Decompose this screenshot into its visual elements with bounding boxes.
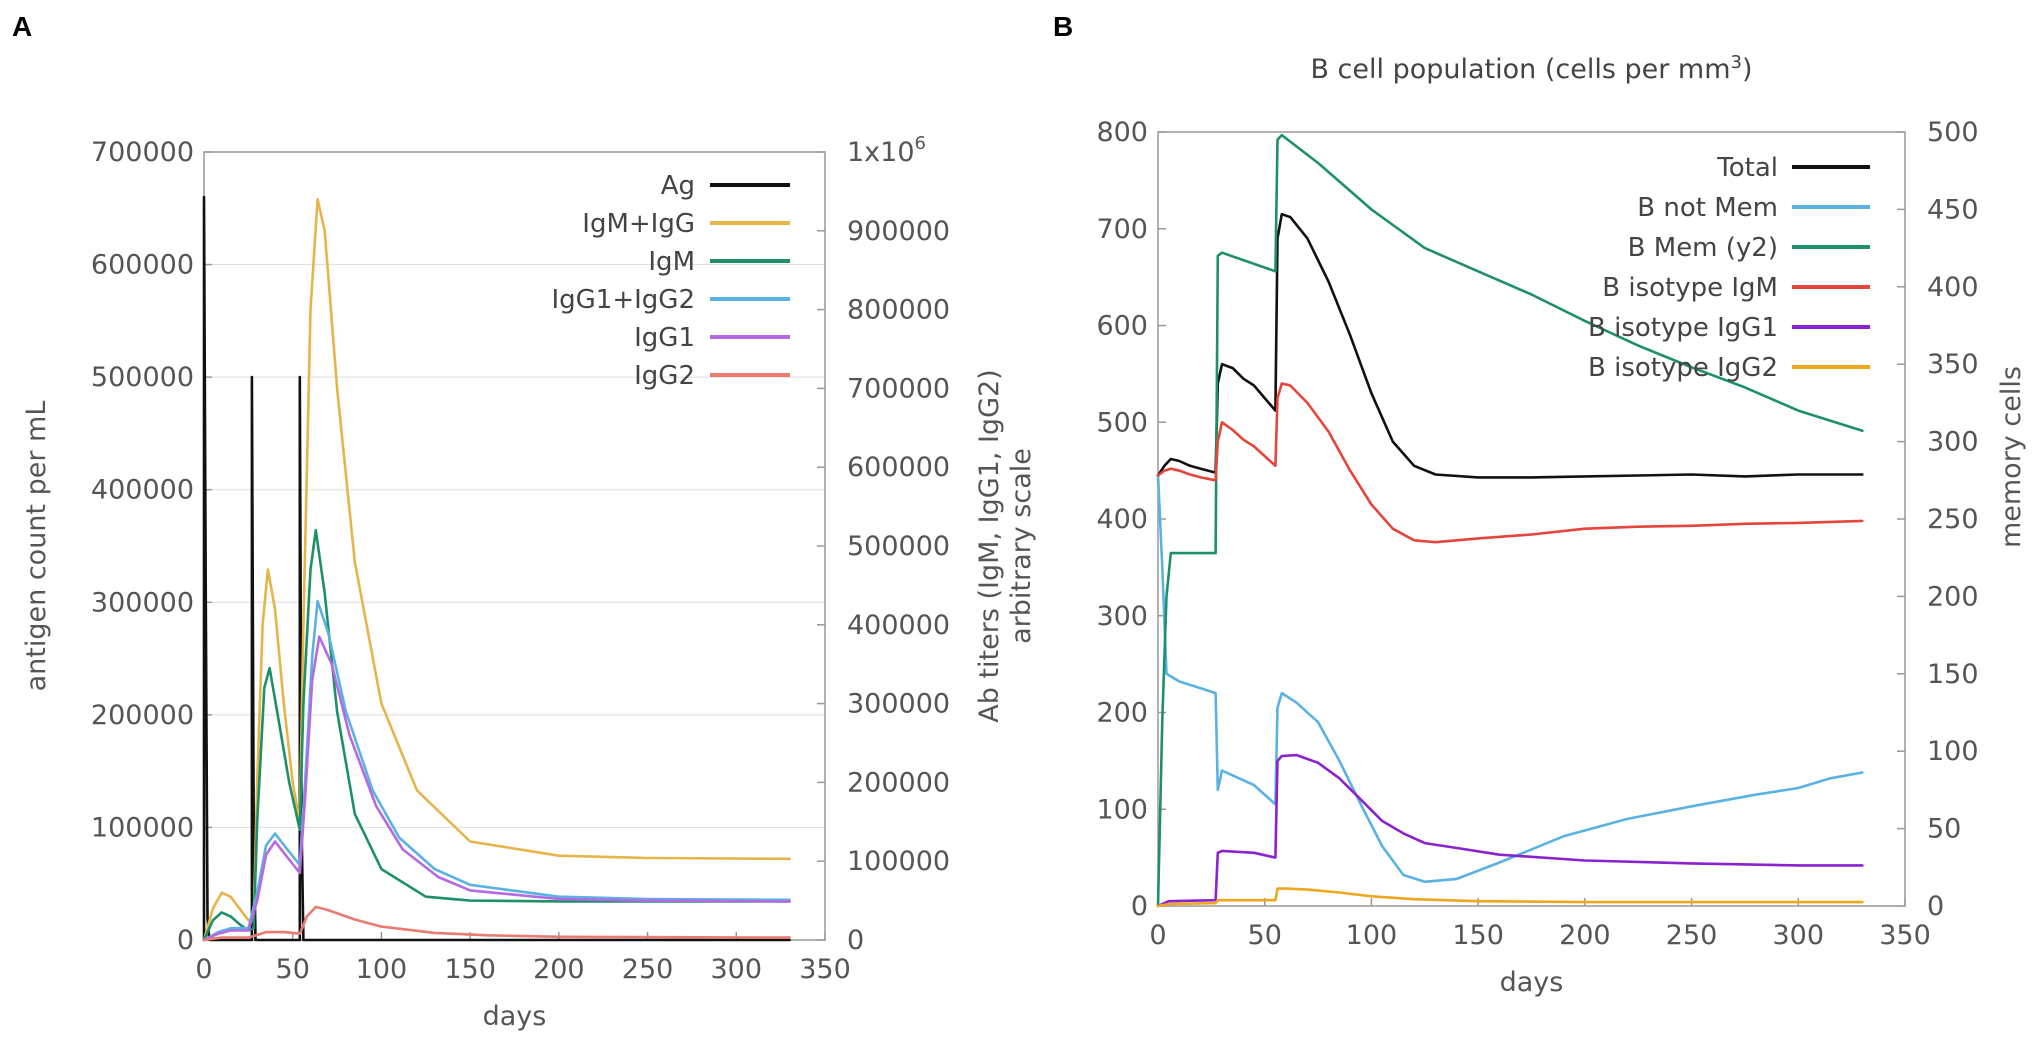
legend-label: B not Mem [1637, 193, 1778, 223]
x-tick-label: 150 [1452, 920, 1504, 951]
x-tick-label: 300 [711, 954, 763, 985]
legend-label: B isotype IgM [1602, 273, 1778, 303]
y2-tick-label: 150 [1927, 659, 1979, 690]
x-axis-label: days [483, 1001, 547, 1032]
y-tick-label: 200000 [91, 700, 194, 731]
x-tick-label: 100 [1346, 920, 1398, 951]
chart-title-superscript: 3 [1731, 52, 1742, 73]
y-tick-label: 700000 [91, 137, 194, 168]
legend-label: B isotype IgG1 [1588, 313, 1778, 343]
y-tick-label: 700 [1096, 214, 1148, 245]
y2-tick-label: 200000 [847, 767, 950, 798]
y2-tick-label: 600000 [847, 452, 950, 483]
y2-tick-label: 200 [1927, 581, 1979, 612]
x-tick-label: 0 [1149, 920, 1166, 951]
y2-tick-label: 100000 [847, 846, 950, 877]
y2-tick-label: 300 [1927, 427, 1979, 458]
y2-tick-label: 800000 [847, 295, 950, 326]
legend-label: B isotype IgG2 [1588, 353, 1778, 383]
y2-axis-label: Ab titers (IgM, IgG1, IgG2) [974, 369, 1005, 722]
y2-tick-label: 0 [1927, 891, 1944, 922]
y-tick-label: 300 [1096, 601, 1148, 632]
legend-label: B Mem (y2) [1628, 233, 1778, 263]
y2-tick-label: 50 [1927, 814, 1961, 845]
y-tick-label: 800 [1096, 117, 1148, 148]
y-tick-label: 400000 [91, 475, 194, 506]
y-tick-label: 300000 [91, 587, 194, 618]
y-tick-label: 0 [177, 925, 194, 956]
legend-label: IgM [648, 247, 695, 277]
y2-tick-label: 450 [1927, 194, 1979, 225]
series-line-total [1156, 212, 1864, 479]
y-tick-label: 400 [1096, 504, 1148, 535]
series-line-b-isotype-igm [1156, 382, 1864, 544]
x-tick-label: 50 [1248, 920, 1282, 951]
chart-b-cell-population: 0 50 100 150 200 250 300 3500100200300400500600… [1096, 52, 2027, 998]
x-tick-label: 200 [533, 954, 585, 985]
series-line-b-isotype-igg2 [1156, 887, 1864, 908]
legend-label: IgG1+IgG2 [551, 285, 695, 315]
y-axis-label: antigen count per mL [21, 401, 52, 692]
legend-label: IgG1 [634, 323, 695, 353]
y-tick-label: 100000 [91, 812, 194, 843]
series-line-igm [202, 528, 791, 942]
chart-antigen-antibody: 0 50 100 150 200 250 300 3500100000200000300000… [21, 133, 1037, 1032]
x-tick-label: 100 [356, 954, 408, 985]
series-line-igg2 [202, 905, 791, 942]
legend-label: IgM+IgG [582, 209, 695, 239]
x-tick-label: 350 [1879, 920, 1931, 951]
y2-tick-label: 500000 [847, 531, 950, 562]
series-line-b-not-mem [1156, 474, 1864, 884]
y-tick-label: 100 [1096, 794, 1148, 825]
y2-tick-label: 400 [1927, 272, 1979, 303]
series-line-ag [202, 195, 791, 942]
panel-label-b: B [1053, 11, 1073, 42]
y2-tick-label: 500 [1927, 117, 1979, 148]
x-tick-label: 0 [195, 954, 212, 985]
y2-tick-label: 300000 [847, 689, 950, 720]
y-tick-label: 500 [1096, 407, 1148, 438]
x-tick-label: 200 [1559, 920, 1611, 951]
y2-tick-label: 350 [1927, 349, 1979, 380]
x-tick-label: 300 [1773, 920, 1825, 951]
legend-label: Total [1716, 153, 1778, 183]
x-tick-label: 250 [622, 954, 674, 985]
series-line-b-mem-y2- [1156, 133, 1864, 908]
y2-tick-label: 100 [1927, 736, 1979, 767]
panel-label-a: A [12, 11, 32, 42]
y2-tick-label: 1x106 [847, 133, 926, 168]
x-tick-label: 50 [276, 954, 310, 985]
y2-tick-label: 0 [847, 925, 864, 956]
legend-label: IgG2 [634, 361, 695, 391]
series-line-igg1 [202, 635, 791, 942]
y2-tick-label: 250 [1927, 504, 1979, 535]
y2-tick-label: 900000 [847, 216, 950, 247]
x-tick-label: 350 [799, 954, 851, 985]
x-axis-label: days [1500, 967, 1564, 998]
y-tick-label: 0 [1131, 891, 1148, 922]
y2-tick-label: 400000 [847, 610, 950, 641]
series-line-igm-igg [202, 198, 791, 942]
y2-axis-label-line2: arbitrary scale [1006, 448, 1037, 644]
y2-tick-label: 700000 [847, 373, 950, 404]
x-tick-label: 150 [444, 954, 496, 985]
chart-title: B cell population (cells per mm3) [1310, 52, 1752, 85]
legend-label: Ag [661, 171, 695, 201]
y-tick-label: 200 [1096, 698, 1148, 729]
series-line-b-isotype-igg1 [1156, 753, 1864, 908]
y-tick-label: 600000 [91, 250, 194, 281]
y-tick-label: 600 [1096, 311, 1148, 342]
y2-tick-exponent: 6 [915, 133, 926, 154]
chart-title-close: ) [1742, 54, 1753, 85]
y2-axis-label: memory cells [1996, 366, 2027, 548]
y-tick-label: 500000 [91, 362, 194, 393]
x-tick-label: 250 [1666, 920, 1718, 951]
